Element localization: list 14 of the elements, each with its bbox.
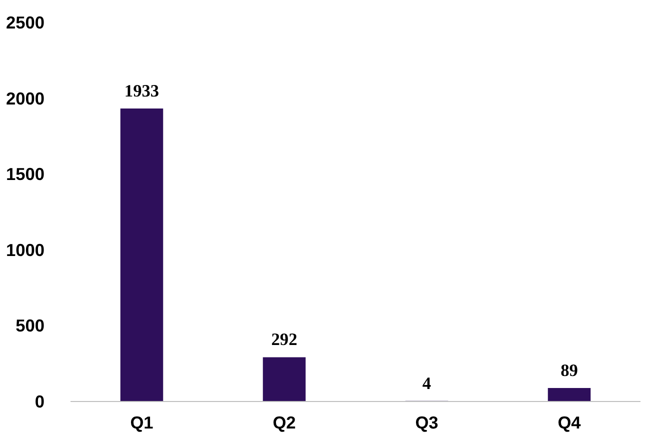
x-tick-label: Q3 [415, 412, 439, 432]
data-label: 292 [271, 330, 298, 350]
y-tick-label: 1000 [6, 240, 45, 260]
y-tick-label: 1500 [6, 164, 45, 184]
y-tick-label: 2500 [6, 12, 45, 32]
y-tick-label: 0 [34, 392, 45, 412]
x-tick-label: Q1 [130, 412, 154, 432]
x-tick-label: Q4 [558, 412, 582, 432]
data-label: 89 [560, 361, 578, 380]
y-tick-label: 500 [16, 316, 45, 336]
data-label: 4 [422, 374, 432, 393]
x-tick-label: Q2 [272, 412, 296, 432]
data-label: 1933 [124, 81, 160, 100]
y-tick-label: 2000 [6, 88, 45, 108]
